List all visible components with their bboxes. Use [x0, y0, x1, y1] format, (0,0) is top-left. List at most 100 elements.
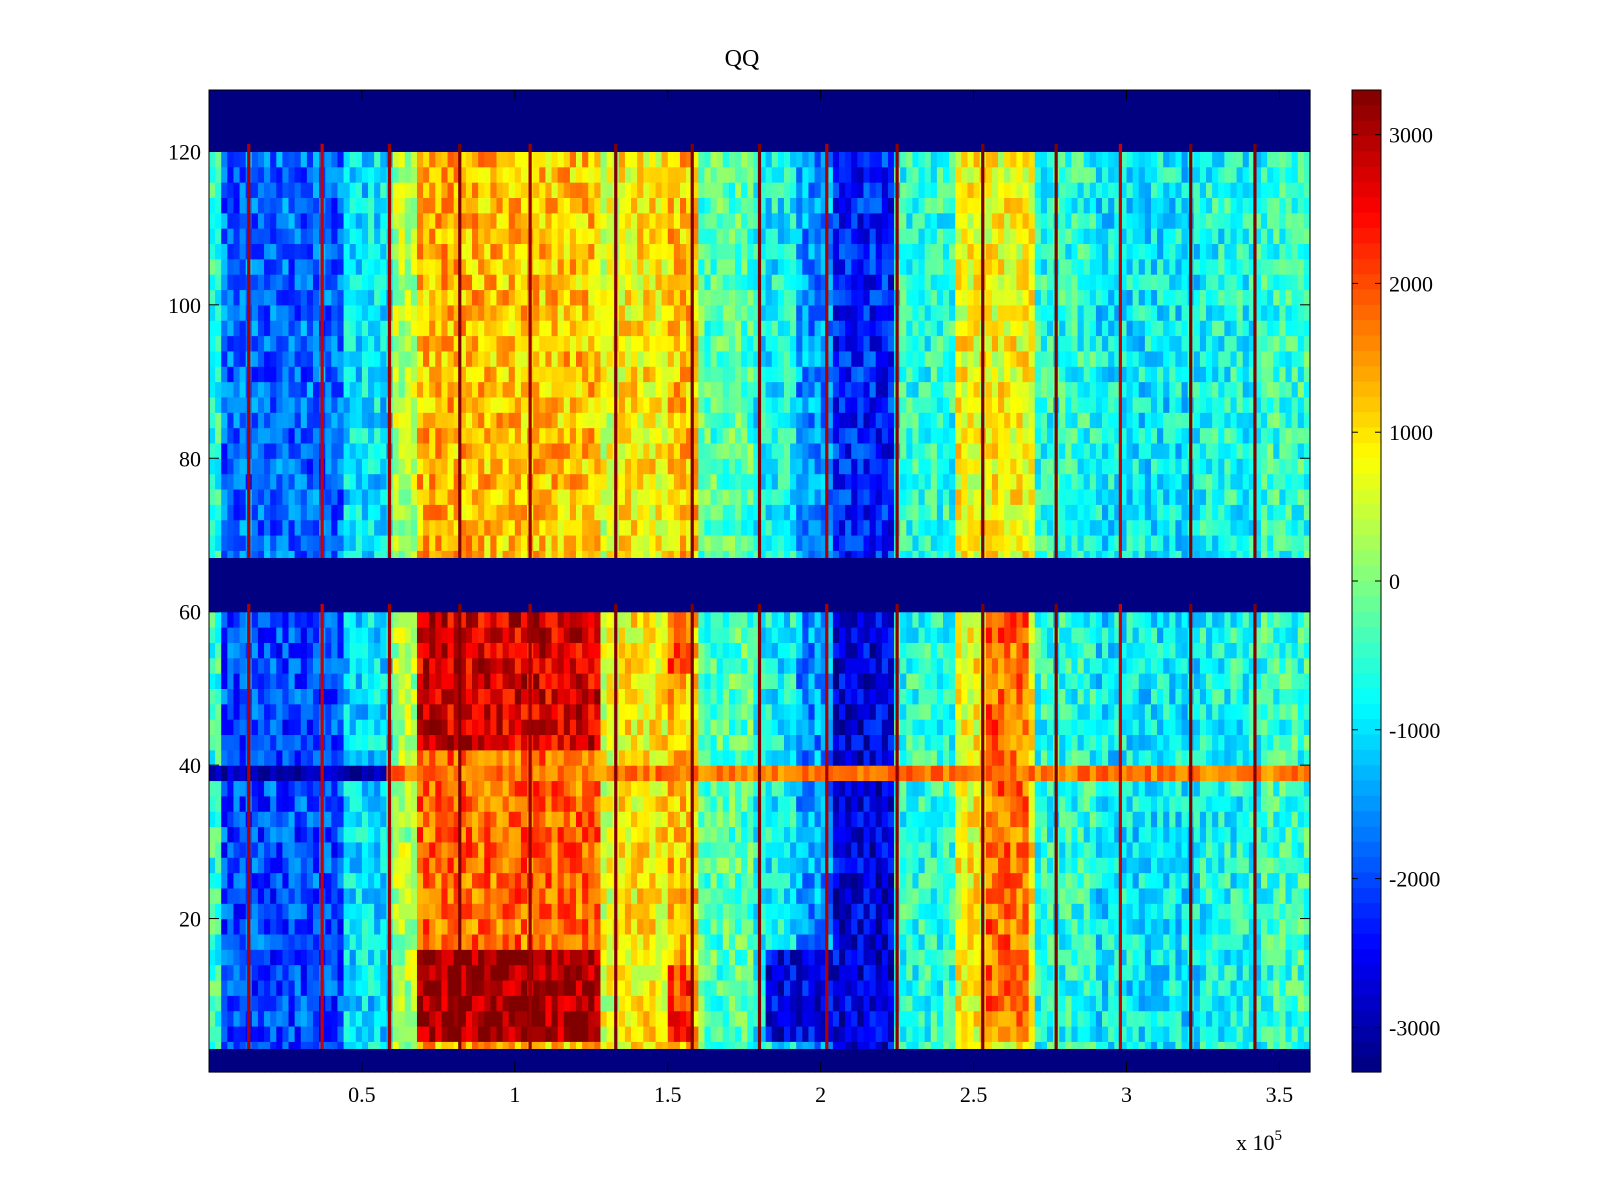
- heatmap-cell: [967, 995, 975, 1012]
- heatmap-cell: [1193, 872, 1201, 889]
- heatmap-cell: [1004, 903, 1011, 920]
- heatmap-cell: [1279, 857, 1287, 874]
- heatmap-cell: [1285, 949, 1293, 966]
- heatmap-cell: [447, 933, 455, 950]
- heatmap-cell: [227, 1025, 235, 1042]
- heatmap-cell: [643, 887, 650, 904]
- heatmap-cell: [209, 903, 216, 920]
- heatmap-cell: [594, 918, 602, 935]
- heatmap-cell: [918, 795, 926, 812]
- heatmap-cell: [881, 719, 889, 736]
- heatmap-cell: [1083, 841, 1091, 858]
- heatmap-cell: [1297, 1025, 1305, 1042]
- heatmap-cell: [796, 995, 803, 1012]
- heatmap-cell: [582, 780, 589, 797]
- heatmap-cell: [1206, 949, 1213, 966]
- heatmap-cell: [478, 872, 485, 889]
- heatmap-cell: [637, 979, 644, 996]
- heatmap-cell: [404, 918, 412, 935]
- heatmap-cell: [667, 826, 675, 843]
- heatmap-cell: [533, 933, 540, 950]
- heatmap-cell: [1169, 872, 1177, 889]
- heatmap-cell: [753, 872, 761, 889]
- heatmap-cell: [239, 688, 247, 705]
- heatmap-cell: [563, 795, 571, 812]
- heatmap-cell: [704, 1010, 712, 1027]
- heatmap-cell: [1254, 1010, 1262, 1027]
- heatmap-cell: [1297, 841, 1305, 858]
- heatmap-cell: [1022, 995, 1030, 1012]
- heatmap-cell: [875, 719, 883, 736]
- heatmap-cell: [343, 857, 351, 874]
- heatmap-cell: [1126, 780, 1134, 797]
- heatmap-cell: [655, 949, 663, 966]
- heatmap-cell: [306, 811, 314, 828]
- heatmap-cell: [368, 657, 375, 674]
- heatmap-cell: [624, 872, 632, 889]
- heatmap-cell: [851, 964, 858, 981]
- heatmap-cell: [808, 857, 816, 874]
- heatmap-cell: [1132, 719, 1140, 736]
- heatmap-cell: [686, 826, 693, 843]
- heatmap-cell: [1065, 918, 1073, 935]
- heatmap-cell: [520, 811, 528, 828]
- heatmap-cell: [1267, 949, 1274, 966]
- heatmap-cell: [857, 841, 865, 858]
- heatmap-cell: [1028, 857, 1036, 874]
- heatmap-cell: [900, 995, 907, 1012]
- heatmap-cell: [881, 857, 889, 874]
- heatmap-cell: [533, 734, 540, 751]
- heatmap-cell: [692, 979, 699, 996]
- heatmap-cell: [698, 657, 706, 674]
- heatmap-cell: [300, 719, 308, 736]
- heatmap-cell: [722, 1010, 730, 1027]
- heatmap-cell: [728, 903, 736, 920]
- heatmap-cell: [967, 673, 975, 689]
- heatmap-cell: [1059, 703, 1066, 720]
- heatmap-cell: [1224, 995, 1232, 1012]
- heatmap-cell: [282, 642, 290, 659]
- heatmap-cell: [282, 995, 290, 1012]
- heatmap-cell: [955, 903, 962, 920]
- heatmap-cell: [918, 918, 926, 935]
- heatmap-cell: [496, 826, 504, 843]
- heatmap-cell: [447, 811, 455, 828]
- heatmap-cell: [374, 872, 381, 889]
- heatmap-cell: [1065, 795, 1073, 812]
- heatmap-cell: [514, 673, 522, 689]
- heatmap-cell: [771, 841, 779, 858]
- heatmap-cell: [851, 995, 858, 1012]
- heatmap-cell: [1016, 734, 1024, 751]
- heatmap-cell: [1040, 995, 1048, 1012]
- heatmap-cell: [606, 857, 614, 874]
- heatmap-cell: [985, 749, 993, 766]
- heatmap-cell: [643, 995, 650, 1012]
- heatmap-cell: [600, 703, 608, 720]
- heatmap-cell: [306, 979, 314, 996]
- heatmap-cell: [484, 857, 491, 874]
- heatmap-cell: [649, 826, 657, 843]
- heatmap-cell: [429, 749, 436, 766]
- heatmap-cell: [832, 887, 840, 904]
- heatmap-cell: [1022, 841, 1030, 858]
- heatmap-cell: [520, 734, 528, 751]
- heatmap-cell: [955, 765, 962, 782]
- heatmap-cell: [392, 826, 400, 843]
- heatmap-cell: [410, 1010, 418, 1027]
- heatmap-cell: [900, 872, 907, 889]
- heatmap-cell: [606, 780, 614, 797]
- heatmap-cell: [1285, 795, 1293, 812]
- heatmap-cell: [826, 780, 834, 797]
- heatmap-cell: [441, 719, 449, 736]
- heatmap-cell: [759, 1010, 767, 1027]
- heatmap-cell: [380, 826, 387, 843]
- heatmap-cell: [1022, 979, 1030, 996]
- heatmap-cell: [453, 841, 461, 858]
- heatmap-cell: [539, 1025, 547, 1042]
- heatmap-cell: [796, 811, 803, 828]
- heatmap-cell: [735, 795, 742, 812]
- heatmap-cell: [887, 719, 895, 736]
- heatmap-cell: [1230, 857, 1238, 874]
- heatmap-cell: [1175, 749, 1183, 766]
- heatmap-cell: [496, 749, 504, 766]
